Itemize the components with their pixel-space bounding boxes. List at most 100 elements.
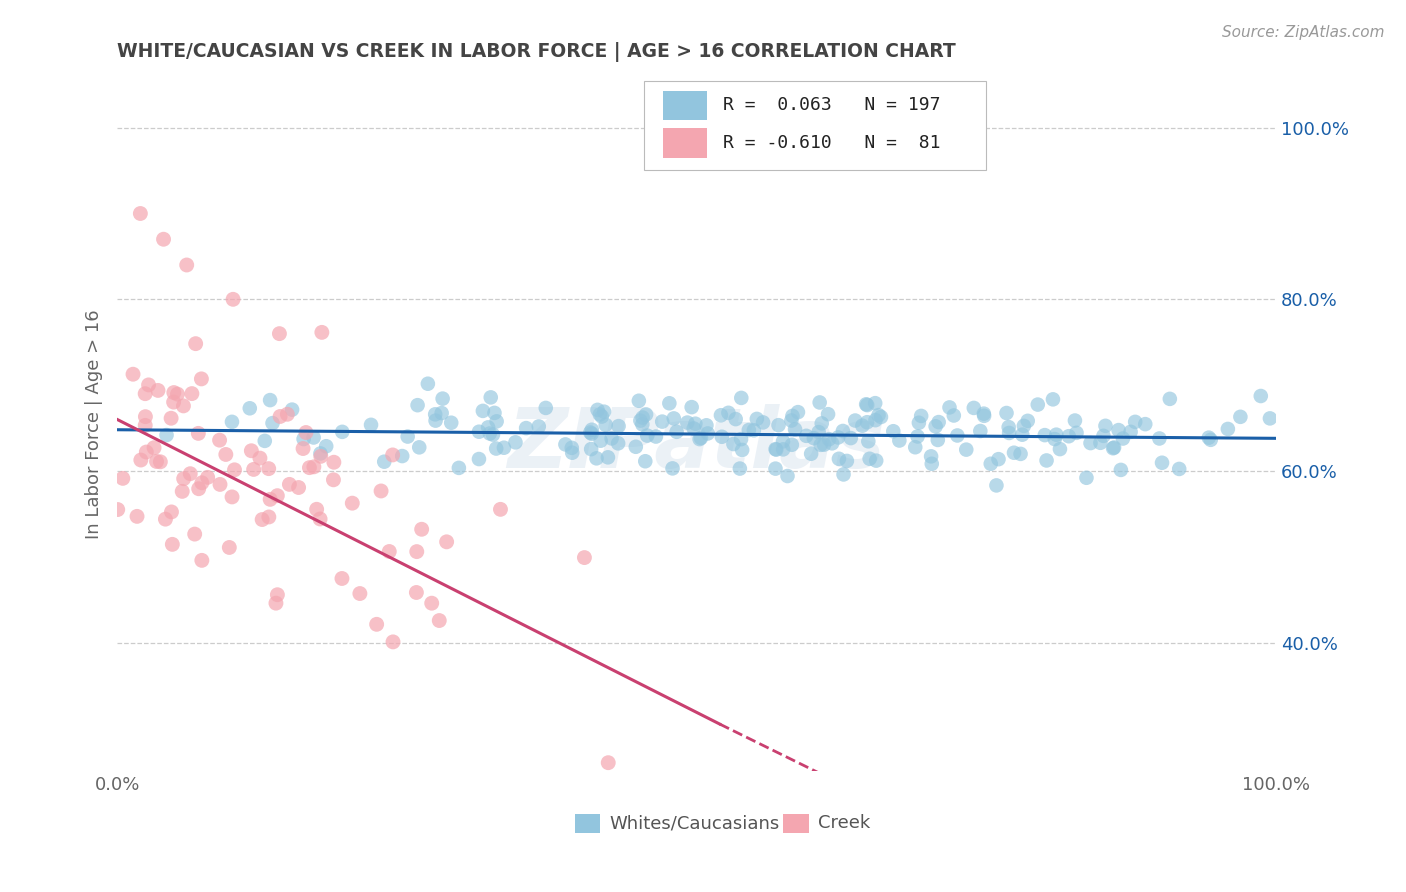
Point — [986, 478, 1008, 492]
Point — [240, 443, 263, 458]
Point — [969, 424, 991, 438]
Point — [752, 416, 775, 430]
Point — [828, 451, 851, 466]
Point — [1090, 435, 1112, 450]
Point — [342, 496, 364, 510]
Point — [309, 446, 332, 460]
Point — [589, 434, 612, 448]
Point — [855, 397, 877, 411]
Point — [835, 454, 858, 468]
Point — [1199, 433, 1222, 447]
Point — [682, 421, 704, 435]
Point — [589, 408, 612, 422]
Point — [1119, 425, 1142, 439]
Point — [579, 442, 602, 456]
Point — [221, 490, 243, 504]
Point — [690, 431, 713, 445]
Point — [627, 393, 650, 408]
Point — [527, 419, 550, 434]
Point — [242, 462, 264, 476]
Point — [963, 401, 986, 415]
Point — [378, 544, 401, 558]
Point — [800, 447, 823, 461]
Point — [309, 450, 332, 464]
Point — [172, 399, 194, 413]
Point — [728, 461, 751, 475]
Point — [730, 432, 752, 446]
Point — [129, 453, 152, 467]
Point — [818, 432, 841, 446]
Point — [780, 438, 803, 452]
Point — [724, 412, 747, 426]
Point — [921, 457, 943, 471]
Point — [998, 425, 1021, 440]
Point — [257, 461, 280, 475]
Point — [561, 446, 583, 460]
Point — [717, 406, 740, 420]
Point — [730, 391, 752, 405]
Point — [468, 452, 491, 467]
Point — [661, 461, 683, 475]
Point — [904, 440, 927, 454]
Point — [484, 406, 506, 420]
Point — [468, 425, 491, 439]
Point — [278, 477, 301, 491]
Point — [184, 336, 207, 351]
Point — [477, 420, 499, 434]
Point — [408, 440, 430, 454]
Point — [631, 410, 654, 425]
Point — [765, 442, 787, 457]
Point — [1017, 414, 1039, 428]
Point — [1002, 446, 1025, 460]
Point — [134, 386, 156, 401]
Point — [360, 417, 382, 432]
Point — [427, 614, 450, 628]
Point — [651, 415, 673, 429]
Point — [827, 430, 849, 444]
Point — [134, 418, 156, 433]
Point — [598, 756, 620, 770]
Point — [381, 448, 404, 462]
Point — [281, 402, 304, 417]
Point — [180, 386, 202, 401]
Point — [218, 541, 240, 555]
Point — [485, 414, 508, 428]
Point — [534, 401, 557, 415]
Point — [685, 417, 707, 431]
Point — [322, 473, 344, 487]
Point — [870, 409, 893, 424]
Point — [492, 441, 515, 455]
Point — [259, 492, 281, 507]
Point — [269, 409, 291, 424]
Point — [856, 415, 879, 429]
Point — [662, 411, 685, 425]
Point — [183, 527, 205, 541]
Point — [208, 433, 231, 447]
Point — [1057, 429, 1080, 443]
Point — [997, 420, 1019, 434]
Point — [1010, 447, 1032, 461]
Point — [1229, 409, 1251, 424]
Point — [858, 434, 880, 449]
Point — [221, 415, 243, 429]
Point — [239, 401, 262, 416]
Point — [163, 385, 186, 400]
Point — [768, 418, 790, 433]
Point — [322, 455, 344, 469]
Point — [1258, 411, 1281, 425]
Point — [172, 484, 194, 499]
Point — [1150, 456, 1173, 470]
Point — [1012, 418, 1035, 433]
Point — [980, 457, 1002, 471]
Point — [808, 395, 831, 409]
Point — [215, 447, 238, 461]
Point — [1076, 471, 1098, 485]
Point — [330, 572, 353, 586]
Point — [250, 512, 273, 526]
Point — [995, 406, 1018, 420]
Point — [436, 534, 458, 549]
Point — [910, 409, 932, 423]
Point — [554, 437, 576, 451]
Point — [695, 418, 717, 433]
Point — [187, 482, 209, 496]
